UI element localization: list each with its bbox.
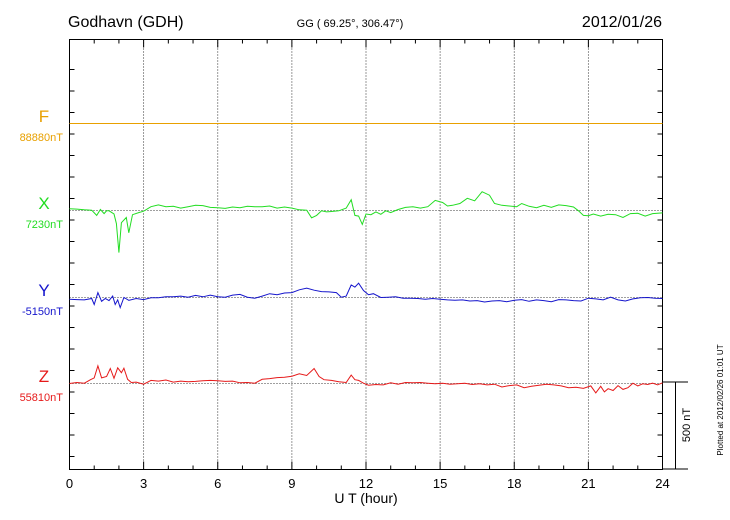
x-tick-label: 0 — [66, 476, 73, 491]
component-letter-y: Y — [38, 281, 49, 300]
trace-y — [69, 282, 663, 310]
baseline-value-z: 55810nT — [20, 392, 64, 404]
vertical-gridlines — [143, 39, 589, 470]
x-tick-label: 15 — [433, 476, 447, 491]
axis-ticks — [69, 39, 663, 470]
component-labels: F 88880nT X 7230nT Y -5150nT Z 55810nT — [20, 107, 64, 404]
station-title: Godhavn (GDH) — [68, 14, 184, 31]
x-tick-label: 21 — [581, 476, 595, 491]
x-tick-label: 12 — [359, 476, 373, 491]
x-tick-label: 9 — [288, 476, 295, 491]
plot-date: 2012/01/26 — [582, 14, 662, 31]
plot-frame — [69, 39, 663, 470]
scale-bar: 500 nT — [662, 381, 693, 470]
baseline-value-x: 7230nT — [26, 219, 64, 231]
baseline-value-y: -5150nT — [22, 306, 63, 318]
x-axis-label: U T (hour) — [334, 490, 397, 506]
component-traces — [69, 123, 663, 394]
trace-x — [69, 191, 663, 253]
trace-z — [69, 364, 663, 394]
x-tick-label: 3 — [140, 476, 147, 491]
plotted-footer: Plotted at 2012/02/26 01:01 UT — [716, 344, 725, 455]
component-letter-z: Z — [39, 367, 49, 386]
x-tick-label: 6 — [214, 476, 221, 491]
baseline-value-f: 88880nT — [20, 132, 64, 144]
component-letter-x: X — [38, 194, 49, 213]
x-tick-label: 24 — [655, 476, 669, 491]
x-tick-label: 18 — [507, 476, 521, 491]
scale-bar-label: 500 nT — [681, 408, 693, 443]
component-letter-f: F — [39, 107, 49, 126]
x-tick-labels: 0 3 6 9 12 15 18 21 24 — [66, 476, 670, 491]
station-coords: GG ( 69.25°, 306.47°) — [297, 18, 404, 30]
